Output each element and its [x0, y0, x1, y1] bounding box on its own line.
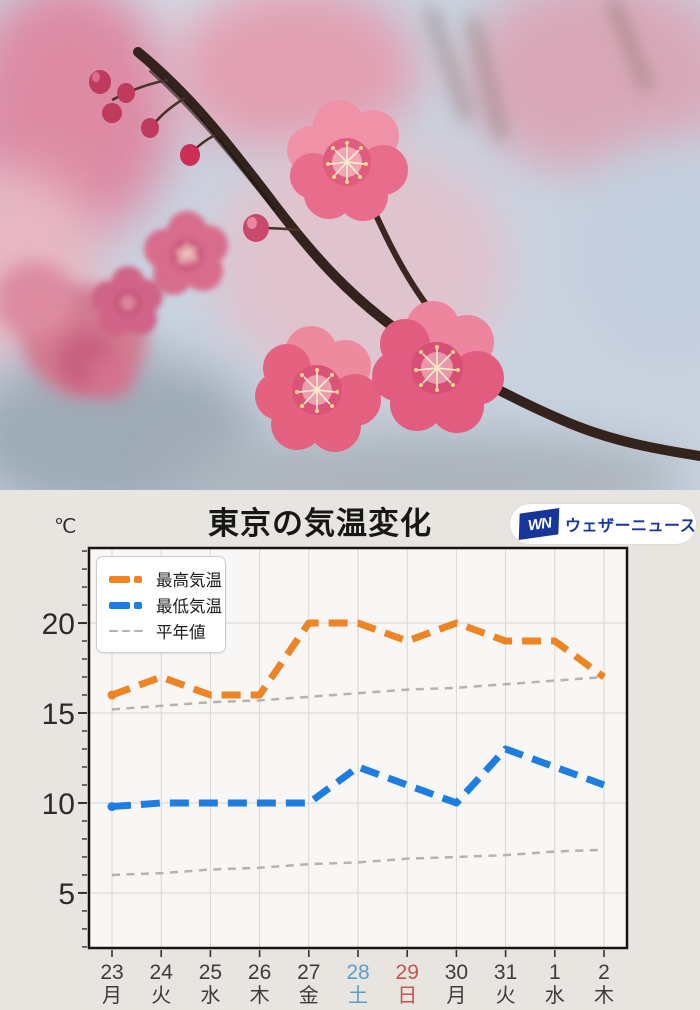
chart-legend: 最高気温最低気温平年値	[96, 556, 226, 653]
series-平年値(最低)	[111, 848, 605, 877]
plum-blossom-photo	[0, 0, 700, 490]
legend-line-sample	[109, 575, 147, 583]
y-tick-label-15: 15	[42, 698, 75, 731]
weathernews-logo: WN ウェザーニュース	[510, 504, 696, 544]
weathernews-logo-text: ウェザーニュース	[565, 518, 697, 535]
x-label-date-29: 29	[396, 961, 419, 984]
temperature-chart-panel: 5 10 15 20 23 月 24 火 25 水 26 木 27 金 28 土 29 日 30 月 31 火 1 水 2 木 ℃…	[0, 490, 700, 1010]
x-label-weekday-5: 土	[348, 984, 368, 1007]
x-label-weekday-9: 水	[545, 984, 565, 1007]
y-tick-label-20: 20	[42, 608, 75, 641]
x-label-date-31: 31	[494, 961, 517, 984]
x-label-date-24: 24	[150, 961, 174, 984]
x-label-date-2: 2	[598, 961, 610, 984]
x-label-date-25: 25	[199, 961, 222, 984]
series-平年値(最高)	[111, 675, 605, 711]
x-label-weekday-2: 水	[200, 984, 220, 1007]
x-label-weekday-1: 火	[151, 985, 171, 1007]
legend-line-sample	[109, 601, 147, 609]
x-label-date-28: 28	[346, 961, 369, 984]
legend-item-1: 最低気温	[109, 592, 222, 618]
x-label-date-23: 23	[100, 961, 123, 984]
plot-border	[87, 546, 629, 950]
x-label-date-30: 30	[445, 961, 468, 984]
y-tick-label-10: 10	[42, 788, 75, 821]
legend-label: 最低気温	[156, 598, 222, 616]
series-start-dot	[107, 690, 117, 700]
legend-item-2: 平年値	[109, 618, 215, 644]
x-label-weekday-8: 火	[496, 985, 516, 1007]
weathernews-logo-mark-text: WN	[526, 513, 552, 535]
plum-blossom-illustration	[0, 0, 700, 490]
chart-title: 東京の気温変化	[208, 506, 432, 541]
series-start-dot	[107, 802, 117, 812]
weathernews-logo-icon: WN	[518, 508, 560, 540]
x-label-weekday-3: 木	[250, 984, 270, 1007]
x-label-date-27: 27	[297, 961, 320, 984]
x-label-weekday-0: 月	[102, 985, 122, 1007]
x-label-weekday-4: 金	[299, 984, 319, 1007]
y-axis-unit-label: ℃	[54, 516, 77, 538]
legend-label: 最高気温	[156, 572, 222, 590]
series-最高気温	[110, 619, 607, 699]
legend-item-0: 最高気温	[109, 566, 222, 592]
x-label-weekday-7: 月	[446, 985, 466, 1007]
series-最低気温	[111, 745, 606, 811]
legend-line-sample	[109, 629, 147, 633]
legend-label: 平年値	[156, 624, 206, 642]
x-label-weekday-10: 木	[594, 984, 614, 1007]
x-label-date-1: 1	[549, 961, 561, 984]
x-label-date-26: 26	[248, 961, 271, 984]
y-tick-label-5: 5	[58, 878, 75, 911]
x-label-weekday-6: 日	[397, 985, 417, 1007]
